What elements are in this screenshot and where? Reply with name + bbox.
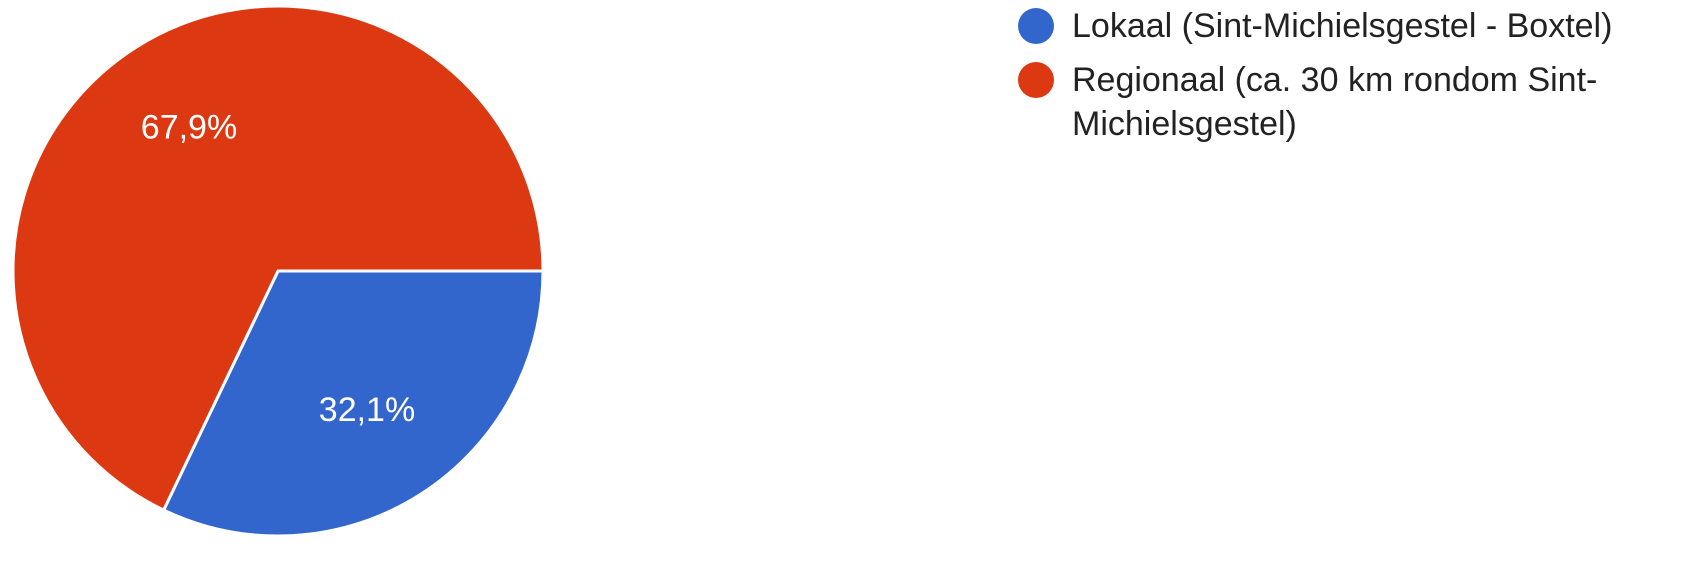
legend-item-regionaal[interactable]: Regionaal (ca. 30 km rondom Sint-Michiel… bbox=[1018, 58, 1698, 146]
slice-label-lokaal: 32,1% bbox=[319, 391, 415, 429]
pie-slice-lokaal[interactable] bbox=[162, 269, 545, 538]
legend-swatch-regionaal bbox=[1018, 62, 1054, 98]
pie-slice-regionaal[interactable] bbox=[11, 4, 545, 512]
legend-item-lokaal[interactable]: Lokaal (Sint-Michielsgestel - Boxtel) bbox=[1018, 4, 1698, 48]
legend-swatch-lokaal bbox=[1018, 8, 1054, 44]
legend-label-lokaal: Lokaal (Sint-Michielsgestel - Boxtel) bbox=[1072, 7, 1613, 45]
chart-legend: Lokaal (Sint-Michielsgestel - Boxtel) Re… bbox=[1018, 4, 1698, 156]
legend-label-regionaal: Regionaal (ca. 30 km rondom Sint-Michiel… bbox=[1072, 61, 1598, 143]
slice-label-regionaal: 67,9% bbox=[141, 109, 237, 147]
